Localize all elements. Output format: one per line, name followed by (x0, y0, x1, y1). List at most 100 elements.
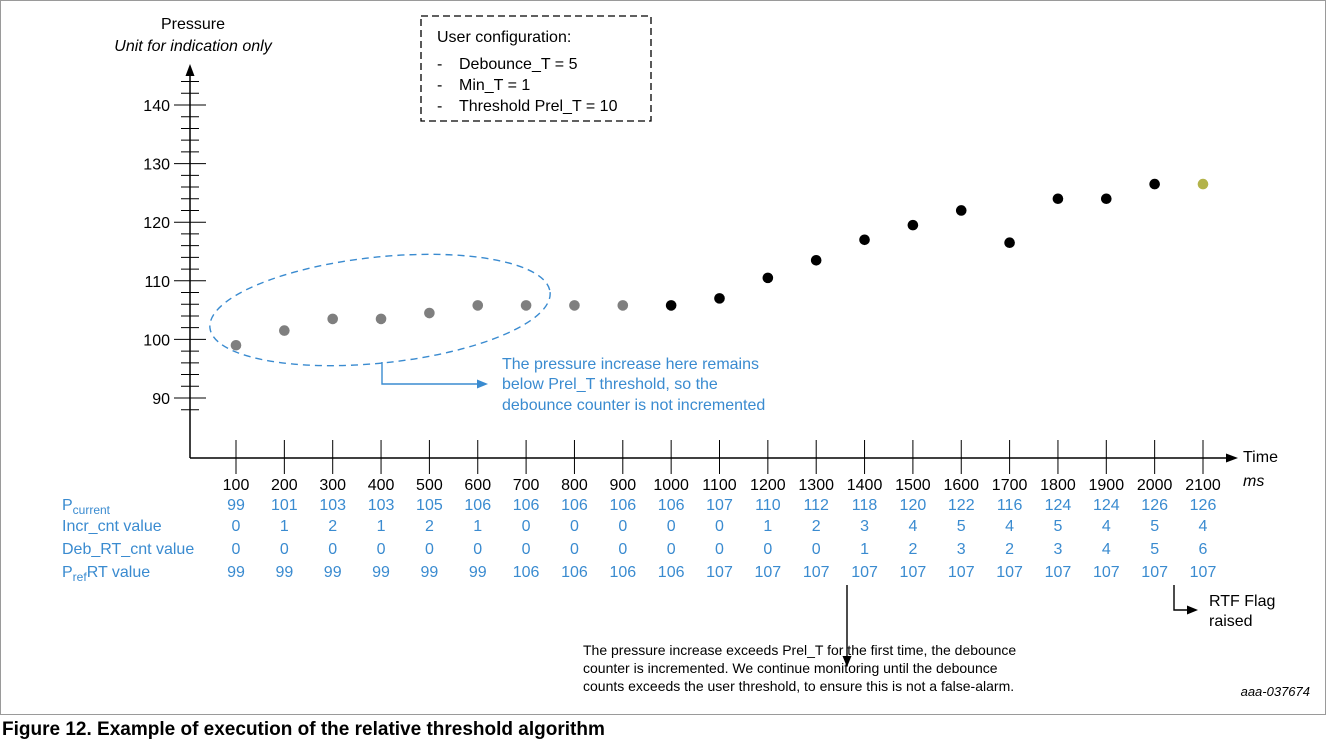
ellipse-note-line: The pressure increase here remains (502, 356, 759, 373)
figure-frame (0, 0, 1326, 715)
table-cell: 107 (996, 564, 1023, 581)
data-point (714, 293, 725, 304)
table-cell: 0 (715, 518, 724, 535)
x-tick-label: 2000 (1137, 477, 1173, 494)
y-axis-title: Pressure (161, 16, 225, 33)
table-cell: 0 (618, 518, 627, 535)
table-cell: 107 (754, 564, 781, 581)
data-point (569, 300, 580, 311)
table-cell: 1 (280, 518, 289, 535)
table-cell: 0 (812, 541, 821, 558)
y-tick-label: 140 (143, 98, 170, 115)
table-cell: 99 (421, 564, 439, 581)
table-cell: 4 (908, 518, 917, 535)
table-cell: 124 (1093, 497, 1120, 514)
table-cell: 106 (513, 564, 540, 581)
row-label-deb-rt-cnt: Deb_RT_cnt value (62, 541, 194, 558)
y-tick-label: 120 (143, 215, 170, 232)
table-cell: 106 (609, 564, 636, 581)
x-tick-label: 1700 (992, 477, 1028, 494)
table-cell: 5 (1150, 518, 1159, 535)
table-cell: 4 (1102, 541, 1111, 558)
table-cell: 5 (1150, 541, 1159, 558)
data-point (762, 272, 774, 284)
table-cell: 0 (522, 541, 531, 558)
table-cell: 5 (957, 518, 966, 535)
config-bullet: - (437, 56, 442, 73)
table-cell: 103 (368, 497, 395, 514)
config-item: Threshold Prel_T = 10 (459, 98, 618, 115)
table-cell: 107 (851, 564, 878, 581)
table-cell: 107 (1141, 564, 1168, 581)
rtf-callout-line (1173, 585, 1188, 611)
y-tick-label: 110 (144, 274, 170, 291)
x-tick-label: 1300 (798, 477, 834, 494)
x-tick-label: 1500 (895, 477, 931, 494)
table-cell: 0 (280, 541, 289, 558)
data-point (859, 234, 870, 246)
relative-threshold-chart: Pressure Unit for indication only Time m… (62, 15, 1310, 699)
table-cell: 0 (667, 518, 676, 535)
table-cell: 0 (473, 541, 482, 558)
x-tick-label: 1900 (1089, 477, 1125, 494)
table-cell: 2 (425, 518, 434, 535)
data-point (375, 313, 387, 325)
table-cell: 5 (1053, 518, 1062, 535)
data-point (1197, 178, 1209, 190)
table-cell: 0 (377, 541, 386, 558)
x-tick-label: 1000 (653, 477, 689, 494)
table-cell: 0 (570, 518, 579, 535)
y-tick-label: 100 (143, 332, 170, 349)
x-tick-label: 900 (609, 477, 636, 494)
data-point (955, 205, 967, 216)
x-tick-label: 200 (271, 477, 298, 494)
axes (185, 64, 1238, 463)
config-box-border (420, 15, 652, 122)
table-cell: 2 (1005, 541, 1014, 558)
data-point (327, 313, 339, 325)
table-cell: 4 (1005, 518, 1014, 535)
first-exceed-annotation: The pressure increase exceeds Prel_T for… (583, 585, 1016, 694)
first-exceed-note-line: counter is incremented. We continue moni… (583, 660, 998, 676)
data-point (279, 325, 290, 336)
table-cell: 4 (1199, 518, 1208, 535)
table-cell: 0 (570, 541, 579, 558)
table-cell: 0 (328, 541, 337, 558)
y-axis-ticks (174, 81, 206, 411)
table-cell: 124 (1045, 497, 1072, 514)
table-cell: 116 (997, 497, 1023, 514)
table-cell: 107 (948, 564, 975, 581)
data-point (230, 339, 242, 351)
x-axis-unit: ms (1243, 473, 1264, 490)
ellipse-note-line: below Prel_T threshold, so the (502, 376, 718, 393)
data-point (520, 300, 532, 311)
y-axis-tick-labels: 90 100 110 120 130 140 (143, 98, 170, 408)
config-item: Debounce_T = 5 (459, 56, 578, 73)
table-cell: 2 (908, 541, 917, 558)
ellipse-callout-line (381, 362, 478, 385)
table-cell: 3 (957, 541, 966, 558)
row-label-incr-cnt: Incr_cnt value (62, 518, 162, 535)
x-axis-ticks (235, 440, 1204, 474)
table-cell: 1 (860, 541, 869, 558)
data-point (810, 254, 822, 266)
table-cell: 110 (755, 497, 781, 514)
x-tick-label: 300 (319, 477, 346, 494)
table-cell: 107 (1093, 564, 1120, 581)
table-cell: 0 (232, 518, 241, 535)
no-increment-annotation: The pressure increase here remains below… (209, 253, 765, 414)
table-cell: 120 (900, 497, 927, 514)
row-label-pcurrent: Pcurrent (62, 497, 111, 517)
config-bullet: - (437, 98, 442, 115)
x-tick-label: 600 (464, 477, 491, 494)
rtf-note-line: RTF Flag (1209, 593, 1275, 610)
data-point (472, 300, 484, 311)
y-axis-arrow (185, 64, 195, 76)
table-cell: 105 (416, 497, 443, 514)
table-cell: 99 (324, 564, 342, 581)
table-cell: 126 (1190, 497, 1217, 514)
figure-code: aaa-037674 (1241, 684, 1310, 699)
table-cell: 106 (513, 497, 540, 514)
table-cell: 107 (1190, 564, 1217, 581)
table-cell: 107 (706, 564, 733, 581)
